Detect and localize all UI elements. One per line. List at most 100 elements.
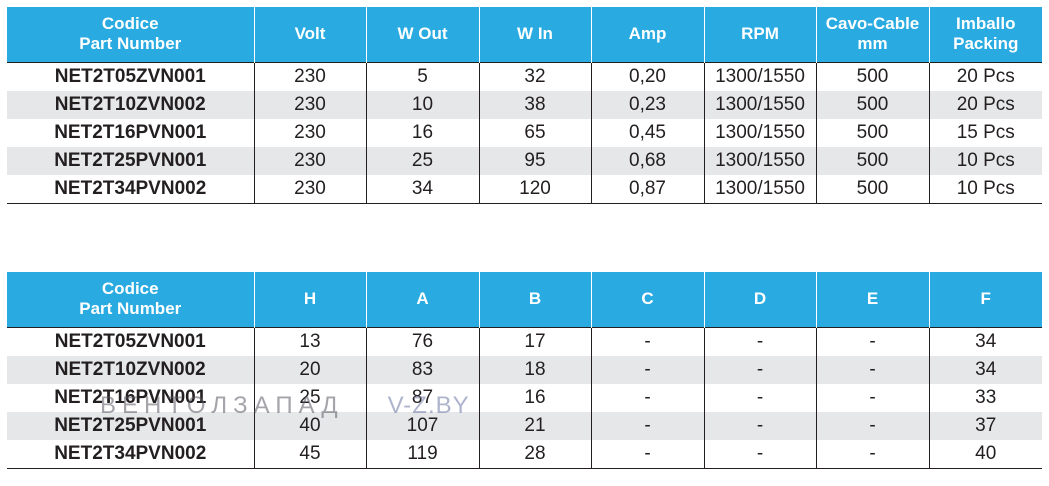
column-header-line: B	[528, 289, 542, 309]
table-cell: 1300/1550	[704, 118, 817, 147]
table-cell: 10 Pcs	[929, 146, 1042, 175]
table-cell: -	[816, 327, 930, 356]
table-cell: 1300/1550	[704, 174, 817, 203]
column-header-line: Cavo-Cable	[825, 14, 920, 34]
table-cell: 16	[366, 118, 480, 147]
column-header: C	[591, 272, 705, 327]
table-row: NET2T34PVN002 45 119 28- - -40	[7, 439, 1042, 468]
table-cell: 20	[254, 355, 367, 384]
table-cell: 34	[929, 355, 1042, 384]
table-cell: -	[704, 327, 817, 356]
part-number-cell: NET2T34PVN002	[7, 174, 255, 203]
table-cell: 34	[366, 174, 480, 203]
table-row: NET2T10ZVN002 230 10 38 0,23 1300/1550 500 20 P…	[7, 90, 1042, 119]
table-header-row: Codice Part Number Volt W Out W In Amp RPM Cavo…	[7, 7, 1042, 62]
table-cell: 107	[366, 411, 480, 440]
table-cell: 38	[479, 90, 592, 119]
table-cell: 40	[254, 411, 367, 440]
table-cell: 0,68	[591, 146, 705, 175]
table-cell: 20 Pcs	[929, 90, 1042, 119]
column-header-line: W In	[517, 24, 553, 44]
table-cell: 34	[975, 330, 997, 352]
column-header-line: E	[866, 289, 879, 309]
table-row: NET2T16PVN001 25 87 16- - -33	[7, 383, 1042, 412]
column-header: E	[816, 272, 930, 327]
table-cell: 45	[254, 439, 367, 468]
table-cell: 95	[479, 146, 592, 175]
part-number-cell: NET2T10ZVN002	[7, 90, 255, 119]
table-cell: 500	[816, 118, 930, 147]
table-cell: 500	[816, 146, 930, 175]
part-number-cell: NET2T16PVN001	[7, 383, 255, 412]
table-cell: 83	[366, 355, 480, 384]
table-cell: 17	[479, 327, 592, 356]
table-cell: 32	[479, 62, 592, 91]
column-header: Codice Part Number	[7, 272, 255, 327]
watermark-site: V-Z.BY	[387, 392, 470, 419]
table-cell: 230	[254, 118, 367, 147]
table-cell: 5	[366, 62, 480, 91]
column-header: W In	[479, 7, 592, 62]
table-cell: 21	[479, 411, 592, 440]
column-header-line: Codice	[101, 14, 159, 34]
column-header: Codice Part Number	[7, 7, 255, 62]
watermark-brand: ВЕНТОЛЗАПАД	[100, 392, 344, 419]
column-header: A	[366, 272, 480, 327]
column-header: H	[254, 272, 367, 327]
watermark: ВЕНТОЛЗАПАД V-Z.BY	[100, 392, 470, 420]
table-cell: 0,87	[591, 174, 705, 203]
table-header-row: Codice Part Number H A B C D E F	[7, 272, 1042, 327]
column-header: Volt	[254, 7, 367, 62]
table-cell: 40	[975, 442, 997, 464]
table-cell: -	[816, 383, 930, 412]
table-cell: 230	[254, 90, 367, 119]
column-header-line: Volt	[294, 24, 326, 44]
column-header-line: Part Number	[79, 299, 182, 319]
table-cell: 230	[254, 146, 367, 175]
table-cell: -	[816, 355, 930, 384]
table-cell: 500	[816, 174, 930, 203]
column-header: RPM	[704, 7, 817, 62]
column-header: F	[929, 272, 1042, 327]
table-cell: 10 Pcs	[956, 177, 1015, 199]
part-number-cell: NET2T25PVN001	[7, 146, 255, 175]
table-row: NET2T16PVN001 230 16 65 0,45 1300/1550 500 15 P…	[7, 118, 1042, 147]
table-cell: 1300/1550	[704, 146, 817, 175]
table-cell: -	[704, 383, 817, 412]
table-row: NET2T34PVN002 230 34 120 0,87 1300/1550 500 10 …	[7, 174, 1042, 203]
table-cell: -	[591, 383, 705, 412]
table-cell: -	[704, 439, 817, 468]
specs-table: Codice Part Number Volt W Out W In Amp RPM Cavo…	[7, 7, 1042, 204]
table-row: NET2T05ZVN001 13 76 17- - -34	[7, 327, 1042, 356]
table-cell: 500	[816, 90, 930, 119]
column-header: W Out	[366, 7, 480, 62]
column-header: Imballo Packing	[929, 7, 1042, 62]
column-header-line: Packing	[953, 34, 1019, 54]
part-number-cell: NET2T10ZVN002	[7, 355, 255, 384]
table-cell: -	[816, 411, 930, 440]
table-cell: 20 Pcs	[956, 65, 1015, 87]
table-cell: 37	[929, 411, 1042, 440]
table-cell: -	[591, 411, 705, 440]
dimensions-table: Codice Part Number H A B C D E F NET2T05ZVN001 13…	[7, 272, 1042, 469]
table-cell: 76	[366, 327, 480, 356]
table-cell: 0,20	[591, 62, 705, 91]
table-cell: 25	[254, 383, 367, 412]
column-header-line: D	[753, 289, 767, 309]
table-cell: 230	[254, 62, 367, 91]
table-row: NET2T25PVN001 230 25 95 0,68 1300/1550 500 10 P…	[7, 146, 1042, 175]
table-cell: 1300/1550	[704, 62, 817, 91]
table-cell: -	[704, 355, 817, 384]
column-header-line: W Out	[397, 24, 448, 44]
table-cell: 18	[479, 355, 592, 384]
column-header-line: Part Number	[79, 34, 182, 54]
table-cell: -	[816, 439, 930, 468]
column-header: D	[704, 272, 817, 327]
part-number-cell: NET2T16PVN001	[7, 118, 255, 147]
table-cell: 0,45	[591, 118, 705, 147]
part-number-cell: NET2T05ZVN001	[7, 62, 255, 91]
table-cell: -	[591, 439, 705, 468]
part-number-cell: NET2T34PVN002	[7, 439, 255, 468]
table-cell: 28	[479, 439, 592, 468]
table-cell: 16	[479, 383, 592, 412]
